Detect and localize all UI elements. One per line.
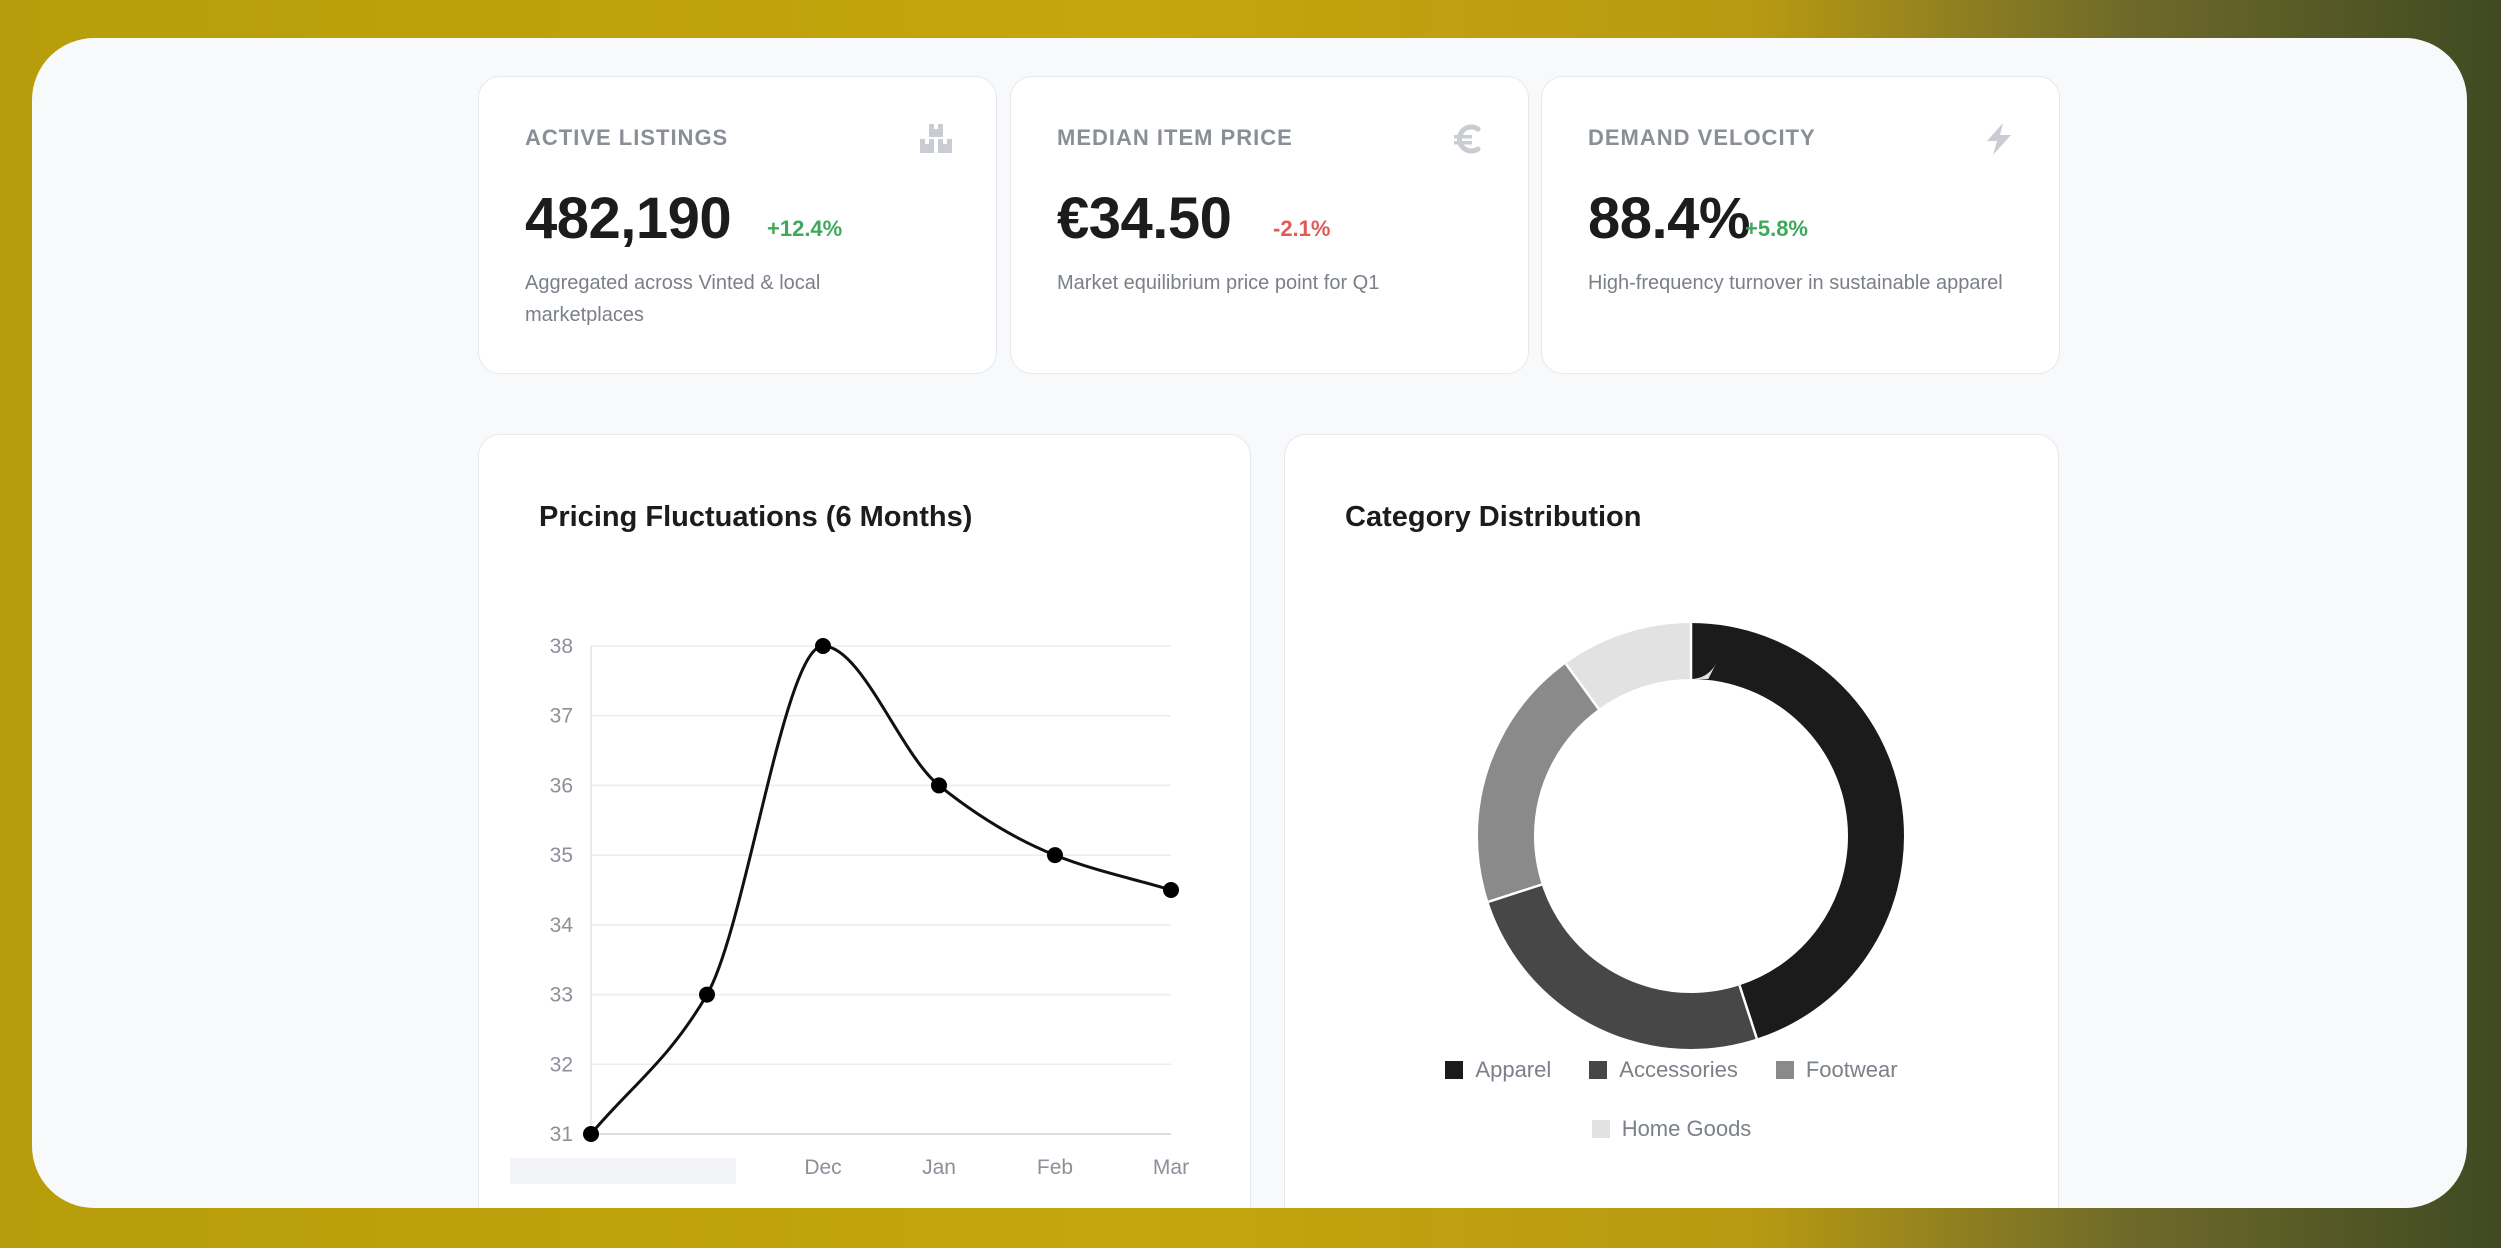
data-point[interactable]: [699, 986, 715, 1003]
legend-swatch: [1445, 1061, 1464, 1079]
pricing-fluctuations-panel: Pricing Fluctuations (6 Months) 31 32 33 34…: [478, 434, 1251, 1208]
legend-item-footwear[interactable]: Footwear: [1775, 1057, 1898, 1083]
kpi-label: DEMAND VELOCITY: [1588, 125, 1816, 150]
kpi-label: MEDIAN ITEM PRICE: [1057, 125, 1293, 150]
y-tick-label: 33: [550, 984, 573, 1007]
kpi-delta: +12.4%: [767, 216, 843, 241]
kpi-description: Market equilibrium price point for Q1: [1057, 272, 1380, 294]
panel-title: Category Distribution: [1345, 501, 1642, 533]
chart-legend: Apparel Accessories Footwear: [1285, 1057, 2058, 1083]
data-point[interactable]: [1163, 882, 1179, 898]
legend-label: Footwear: [1805, 1057, 1898, 1082]
kpi-description: High-frequency turnover in sustainable a…: [1588, 272, 2003, 294]
panel-title: Pricing Fluctuations (6 Months): [539, 501, 973, 533]
y-tick-label: 32: [550, 1053, 573, 1076]
euro-icon: [1454, 124, 1481, 154]
x-tick-label: Mar: [1153, 1156, 1189, 1179]
pricing-line-chart: 3132333435363738OctNovDecJanFebMar: [550, 635, 1189, 1179]
kpi-value: €34.50: [1057, 186, 1232, 251]
legend-swatch: [1775, 1061, 1794, 1079]
x-tick-label: Jan: [922, 1156, 956, 1179]
legend-swatch: [1591, 1120, 1610, 1138]
donut-segment-accessories[interactable]: [1478, 623, 1904, 1049]
kpi-card-median-item-price: MEDIAN ITEM PRICE €34.50 -2.1% Market eq…: [1010, 76, 1529, 374]
data-point[interactable]: [583, 1126, 599, 1142]
kpi-card-active-listings: ACTIVE LISTINGS 482,190 +12.4% Aggregate…: [478, 76, 997, 374]
legend-item-accessories[interactable]: Accessories: [1589, 1057, 1738, 1083]
segment-separator: [1738, 984, 1759, 1039]
y-tick-label: 31: [550, 1123, 573, 1146]
data-point[interactable]: [815, 638, 831, 654]
y-tick-label: 34: [550, 914, 574, 937]
donut-segments: [1478, 623, 1904, 1049]
lightning-icon: [1987, 123, 2011, 155]
kpi-description: Aggregated across Vinted & local marketp…: [525, 272, 821, 326]
data-point[interactable]: [931, 777, 947, 794]
legend-item-home-goods[interactable]: Home Goods: [1591, 1116, 1752, 1142]
kpi-value: 482,190: [525, 186, 732, 251]
kpi-label: ACTIVE LISTINGS: [525, 125, 729, 150]
scroll-fade: [510, 1158, 736, 1184]
kpi-value: 88.4%: [1588, 186, 1750, 251]
kpi-delta: +5.8%: [1745, 216, 1808, 241]
legend-item-apparel[interactable]: Apparel: [1445, 1057, 1551, 1083]
legend-label: Home Goods: [1621, 1116, 1752, 1141]
legend-swatch: [1589, 1061, 1608, 1079]
category-distribution-panel: Category Distribution Apparel Accessories…: [1284, 434, 2059, 1208]
data-point[interactable]: [1047, 847, 1063, 864]
kpi-card-demand-velocity: DEMAND VELOCITY 88.4% +5.8% High-frequen…: [1541, 76, 2060, 374]
donut-segment-footwear[interactable]: [1478, 623, 1904, 1049]
segment-separator: [1488, 883, 1543, 904]
legend-label: Apparel: [1475, 1057, 1552, 1082]
y-tick-label: 38: [550, 635, 573, 658]
chart-legend: Home Goods: [1285, 1116, 2058, 1142]
x-tick-label: Feb: [1037, 1156, 1073, 1179]
legend-label: Accessories: [1619, 1057, 1738, 1082]
y-tick-label: 36: [550, 774, 573, 797]
x-tick-label: Dec: [804, 1156, 841, 1179]
segment-separator: [1564, 662, 1600, 710]
price-series-line: [589, 644, 1172, 1135]
y-tick-label: 35: [550, 844, 573, 867]
category-donut-chart: [1478, 623, 1904, 1049]
kpi-delta: -2.1%: [1273, 216, 1331, 241]
dashboard-frame: ACTIVE LISTINGS 482,190 +12.4% Aggregate…: [32, 38, 2467, 1208]
boxes-icon: [920, 124, 952, 153]
y-tick-label: 37: [550, 705, 573, 728]
